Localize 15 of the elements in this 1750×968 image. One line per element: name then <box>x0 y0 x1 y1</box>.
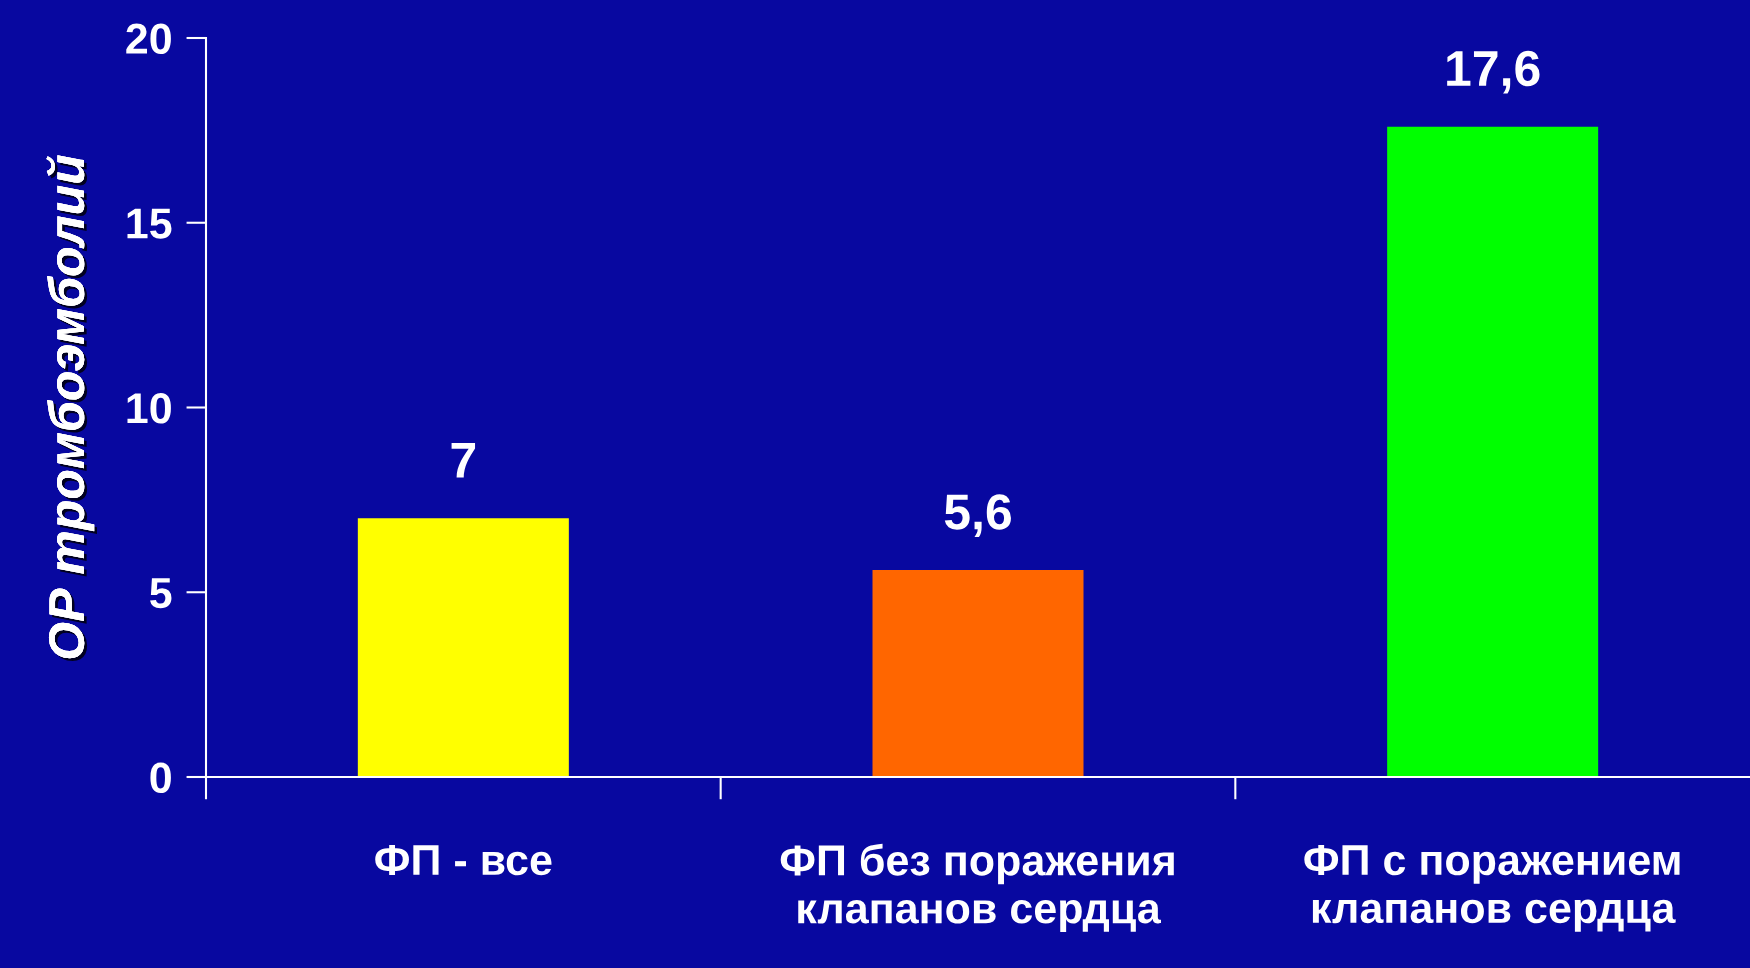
y-axis-title: ОР тромбоэмболий <box>46 155 97 662</box>
y-tick-label: 15 <box>127 208 172 239</box>
bar <box>1387 126 1599 777</box>
data-label: 17,6 <box>1447 50 1540 94</box>
bar <box>872 570 1084 777</box>
bar <box>357 518 569 777</box>
data-label: 7 <box>451 443 476 478</box>
y-tick-label: 5 <box>150 578 172 609</box>
y-tick-label: 20 <box>126 23 171 55</box>
x-tick-label: ФП без поражения клапанов сердца <box>780 843 1174 933</box>
data-label: 5,6 <box>944 494 1011 537</box>
x-tick-label: ФП - все <box>375 845 552 876</box>
y-tick-label: 0 <box>150 762 171 794</box>
x-tick-label: ФП с поражением клапанов сердца <box>1304 845 1680 932</box>
y-tick-label: 10 <box>127 393 171 424</box>
